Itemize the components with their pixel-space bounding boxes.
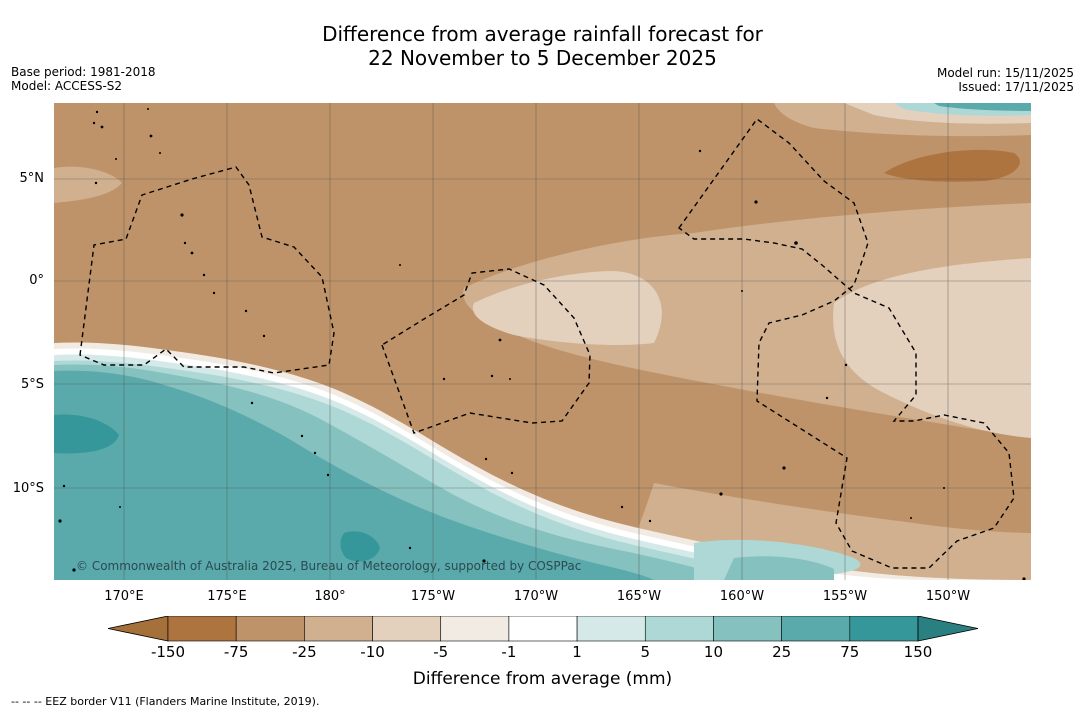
model-name: Model: ACCESS-S2 <box>11 79 123 93</box>
lon-label-175w: 175°W <box>410 589 456 604</box>
eez-west <box>79 166 335 374</box>
copyright-notice: © Commonwealth of Australia 2025, Bureau… <box>76 559 582 573</box>
colorbar-tick-label: 1 <box>572 643 582 661</box>
lat-label-10s: 10°S <box>12 481 44 496</box>
colorbar-segment <box>167 615 237 642</box>
model-run: Model run: 15/11/2025 <box>936 66 1074 80</box>
gridlines <box>54 103 1031 580</box>
eez-borders <box>79 118 1015 569</box>
lon-label-170e: 170°E <box>104 589 144 604</box>
eez-legend-footnote: -- -- -- EEZ border V11 (Flanders Marine… <box>11 695 320 708</box>
lon-label-155w: 155°W <box>822 589 868 604</box>
colorbar-segment <box>372 615 442 642</box>
lat-label-5n: 5°N <box>19 171 45 186</box>
lon-label-165w: 165°W <box>616 589 662 604</box>
colorbar-tick-label: 5 <box>640 643 651 661</box>
colorbar-segment <box>713 615 782 642</box>
colorbar-tick-label: 150 <box>903 643 933 661</box>
lon-label-180: 180° <box>314 589 346 604</box>
colorbar-segment <box>235 615 305 642</box>
colorbar-tick-label: -25 <box>292 643 317 661</box>
colorbar-segment <box>644 615 714 642</box>
colorbar-svg <box>107 615 979 642</box>
colorbar-segments <box>167 615 919 642</box>
title-line-1: Difference from average rainfall forecas… <box>322 22 763 46</box>
region-very-dry <box>884 149 1020 182</box>
base-period: Base period: 1981-2018 <box>11 65 156 79</box>
eez-east <box>678 118 1015 569</box>
chart-title: Difference from average rainfall forecas… <box>0 22 1085 70</box>
colorbar-tick-label: -10 <box>360 643 385 661</box>
lat-label-0: 0° <box>29 273 44 288</box>
region-central-lighter <box>472 271 662 346</box>
colorbar-segment <box>576 615 646 642</box>
colorbar <box>107 615 979 648</box>
colorbar-tick-label: -1 <box>501 643 517 661</box>
lon-label-170w: 170°W <box>513 589 559 604</box>
issued-date: Issued: 17/11/2025 <box>958 80 1074 94</box>
colorbar-segment <box>781 615 851 642</box>
colorbar-tick-label: 25 <box>772 643 792 661</box>
meta-right: Model run: 15/11/2025 Issued: 17/11/2025 <box>937 66 1074 94</box>
lon-label-160w: 160°W <box>719 589 765 604</box>
colorbar-segment <box>849 615 919 642</box>
map-svg <box>54 103 1031 580</box>
region-east-lighter <box>833 258 1031 438</box>
colorbar-segment <box>508 615 578 642</box>
colorbar-tick-label: -5 <box>433 643 449 661</box>
colorbar-tick-label: -75 <box>223 643 249 661</box>
region-northeast-wetter <box>934 103 1031 111</box>
eez-central <box>381 268 591 434</box>
lon-label-150w: 150°W <box>925 589 971 604</box>
colorbar-high-arrow <box>917 615 979 642</box>
region-very-wet-south <box>340 531 380 562</box>
region-west-light <box>54 166 122 203</box>
colorbar-segment <box>304 615 373 642</box>
colorbar-segment <box>440 615 510 642</box>
region-much-wetter <box>54 370 654 580</box>
region-very-wet-west <box>54 414 119 454</box>
colorbar-label: Difference from average (mm) <box>412 669 673 689</box>
region-wetter-southeast <box>724 556 834 580</box>
lat-label-5s: 5°S <box>20 377 44 392</box>
colorbar-tick-label: 10 <box>703 643 723 661</box>
colorbar-tick-label: -150 <box>150 643 186 661</box>
meta-left: Base period: 1981-2018 Model: ACCESS-S2 <box>11 65 156 93</box>
rainfall-map <box>54 103 1031 580</box>
colorbar-low-arrow <box>107 615 169 642</box>
title-line-2: 22 November to 5 December 2025 <box>368 46 717 70</box>
lon-label-175e: 175°E <box>207 589 247 604</box>
islands <box>58 108 1026 580</box>
colorbar-tick-label: 75 <box>840 643 860 661</box>
